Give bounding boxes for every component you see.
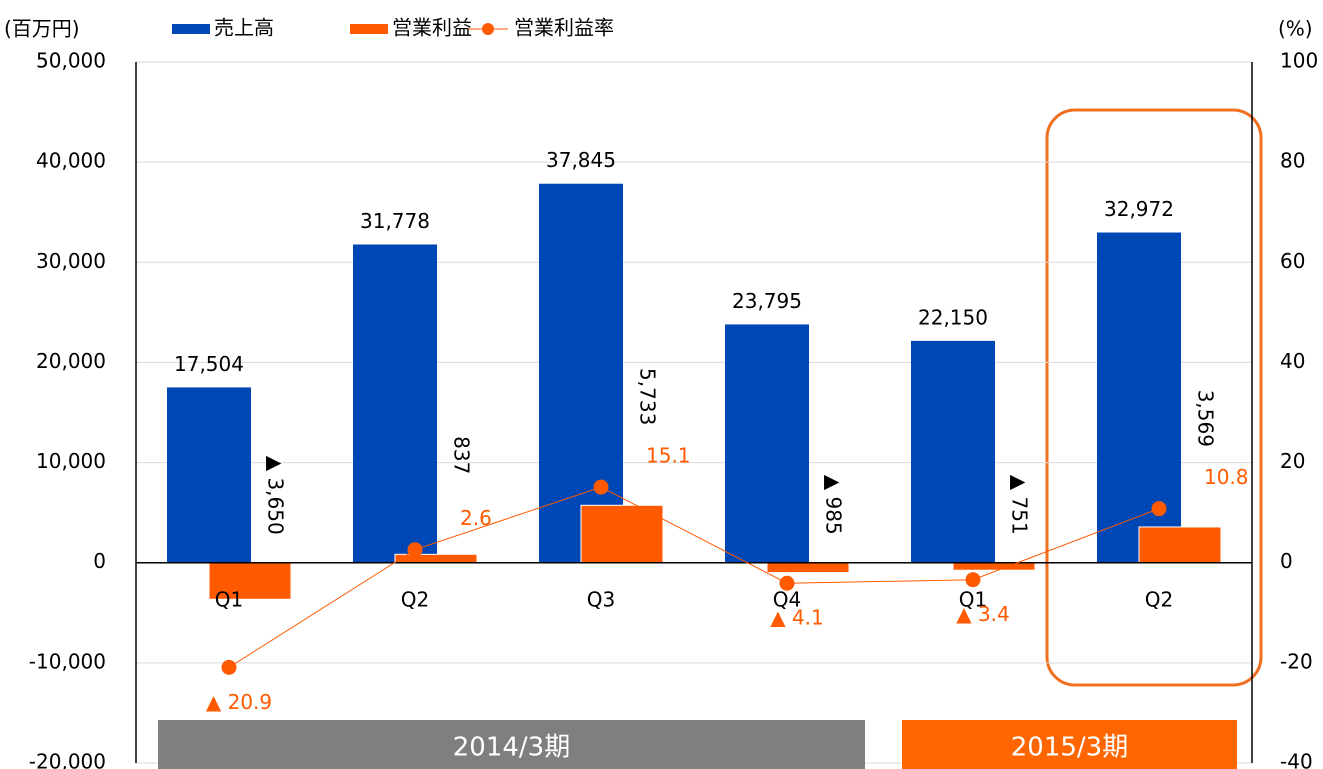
legend-label: 売上高 [214,16,274,40]
y2-tick-label: 80 [1280,149,1305,173]
y-tick-label: 50,000 [36,49,106,73]
bar-value-label: 37,845 [546,148,616,172]
period-label: 2014/3期 [453,733,570,763]
legend-label: 営業利益 [392,16,472,40]
x-tick-label: Q3 [587,588,615,612]
x-tick-label: Q1 [959,588,987,612]
bar [952,562,1036,571]
period-label: 2015/3期 [1011,733,1128,763]
bar [167,387,251,563]
line-point [965,572,981,588]
line-point [407,542,423,558]
x-tick-label: Q2 [1145,588,1173,612]
y2-tick-label: 20 [1280,449,1305,473]
y-tick-label: 10,000 [36,449,106,473]
line-point [221,659,237,675]
bar-value-label: 3,569 [1194,390,1218,447]
y-tick-label: 20,000 [36,349,106,373]
bar [394,553,478,564]
bar [725,324,809,563]
line-value-label: ▲ 3.4 [956,602,1010,626]
y-tick-label: -10,000 [29,649,106,673]
period-band [902,720,1237,769]
x-tick-label: Q2 [401,588,429,612]
y2-tick-label: 40 [1280,349,1305,373]
line [228,486,1160,668]
y2-tick-label: 100 [1280,49,1318,73]
bar-value-label: 31,778 [360,209,430,233]
bar-value-label: 837 [450,436,474,474]
bar [208,562,292,600]
legend-swatch [172,24,210,34]
line-value-label: 2.6 [460,506,492,530]
y-tick-label: 40,000 [36,149,106,173]
y2-tick-label: 60 [1280,249,1305,273]
bar [1097,232,1181,563]
x-tick-label: Q4 [773,588,801,612]
legend-swatch [482,23,494,35]
y2-tick-label: -20 [1280,649,1313,673]
bar [911,340,995,563]
bar [353,244,437,563]
bar-value-label: 23,795 [732,289,802,313]
y-axis-label: (百万円) [4,17,80,41]
legend-swatch [350,24,388,34]
bar-value-label: 32,972 [1104,197,1174,221]
bar-value-label: ▲ 985 [822,475,846,535]
y2-tick-label: -40 [1280,750,1313,769]
line-value-label: ▲ 20.9 [206,690,272,714]
bar-value-label: 22,150 [918,305,988,329]
bar [539,183,623,563]
bar-value-label: 17,504 [174,352,244,376]
y-tick-label: 0 [93,549,106,573]
line-value-label: 10.8 [1204,465,1249,489]
bar-value-label: ▲ 3,650 [264,456,288,535]
line-point [1151,501,1167,517]
period-band [158,720,865,769]
line-value-label: 15.1 [646,444,691,468]
bar [1138,526,1222,564]
y-tick-label: 30,000 [36,249,106,273]
bar [580,504,664,564]
x-tick-label: Q1 [215,588,243,612]
bar-value-label: ▲ 751 [1008,475,1032,535]
y-tick-label: -20,000 [29,750,106,769]
highlight-frame [1045,108,1263,687]
line-point [779,575,795,591]
y2-axis-label: (%) [1278,17,1313,41]
legend-label: 営業利益率 [514,16,614,40]
bar-value-label: 5,733 [636,368,660,425]
y2-tick-label: 0 [1280,549,1293,573]
line-value-label: ▲ 4.1 [770,606,824,630]
bar [766,562,850,574]
line-point [593,479,609,495]
